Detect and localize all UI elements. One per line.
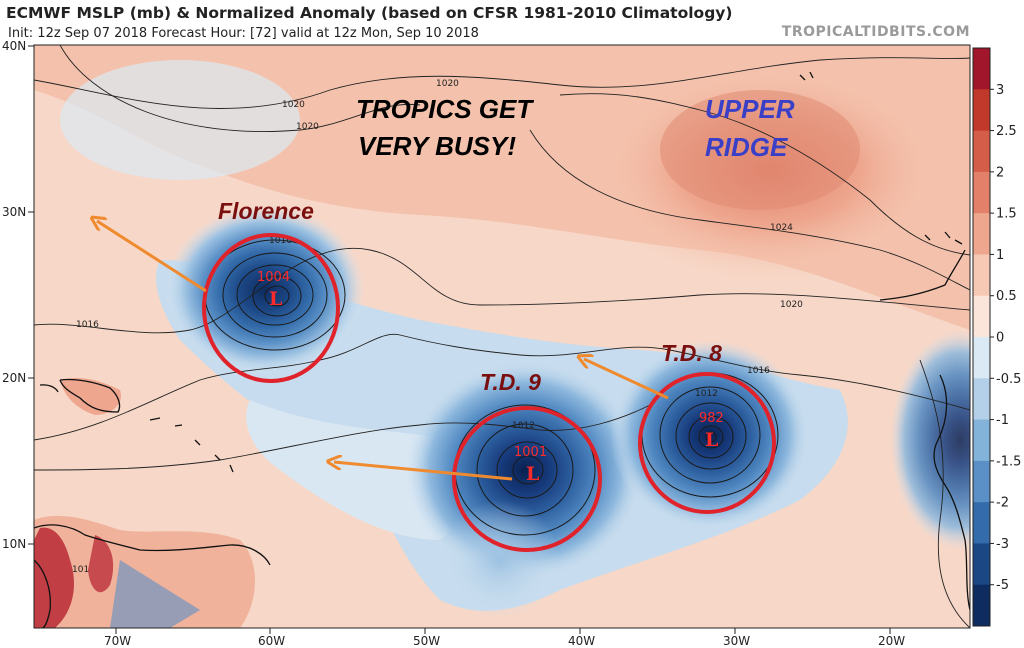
contour-label: 1020 [282,100,305,110]
contour-label: 1020 [436,79,459,89]
colorbar-swatch [973,295,990,338]
colorbar: 3 2.5 2 1.5 1 0.5 0 -0.5 -1 -1.5 -2 -3 -5 [972,47,1021,627]
contour-label: 1016 [747,366,770,376]
lat-label-10n: 10N [2,537,26,551]
pressure-label: 1004 [257,270,290,285]
low-symbol: L [269,288,282,310]
colorbar-label: 0 [996,331,1004,346]
colorbar-label: 2 [996,165,1004,180]
contour-label: 1020 [780,300,803,310]
ridge-line1: UPPER [705,94,795,124]
lat-label-20n: 20N [2,371,26,385]
storm-td8: 982 L [699,411,724,451]
contour-labels: 1020 1020 1020 1016 1016 1016 1012 1012 … [72,79,803,575]
colorbar-label: 3 [996,83,1004,98]
map-title: ECMWF MSLP (mb) & Normalized Anomaly (ba… [6,4,733,22]
td8-arrow [584,359,669,400]
storm-td9: 1001 L [514,445,547,485]
colorbar-swatch [973,213,990,255]
storm-circles [202,233,776,552]
colorbar-label: -1.5 [996,454,1021,469]
colorbar-swatch [973,254,990,297]
colorbar-label: -2 [996,496,1009,511]
lon-label-70w: 70W [104,634,131,648]
colorbar-swatch [973,378,990,421]
colorbar-label: 0.5 [996,289,1017,304]
colorbar-swatch [973,89,990,132]
florence-arrow [97,221,207,293]
lon-label-20w: 20W [878,634,905,648]
isobars [34,45,970,628]
low-symbol: L [526,463,539,485]
coastlines [34,71,970,628]
colorbar-label: 2.5 [996,124,1017,139]
lon-label-40w: 40W [568,634,595,648]
colorbar-swatch [973,130,990,173]
headline-line1: TROPICS GET [356,94,534,124]
map-subtitle: Init: 12z Sep 07 2018 Forecast Hour: [72… [8,26,479,41]
contour-label: 1020 [296,122,319,132]
plot-frame [33,44,971,629]
colorbar-swatch [973,460,990,503]
colorbar-swatch [973,584,990,627]
contour-label: 1012 [695,389,718,399]
ridge-line2: RIDGE [705,132,788,162]
colorbar-label: -1 [996,413,1009,428]
colorbar-swatch [973,171,990,214]
td9-arrow [334,462,513,481]
lat-label-30n: 30N [2,205,26,219]
colorbar-swatch [973,419,990,462]
headline-line2: VERY BUSY! [358,131,516,161]
lon-axis: 70W 60W 50W 40W 30W 20W [104,628,905,648]
pressure-label: 1001 [514,445,547,460]
colorbar-swatch [973,337,990,379]
colorbar-label: -0.5 [996,372,1021,387]
lat-label-40n: 40N [2,39,26,53]
contour-label: 1016 [269,236,292,246]
contour-label: 1016 [76,320,99,330]
colorbar-label: 1 [996,248,1004,263]
low-symbol: L [705,429,718,451]
lat-axis: 40N 30N 20N 10N [2,39,34,551]
florence-circle [202,233,340,383]
td8-label: T.D. 8 [661,340,722,366]
colorbar-label: 1.5 [996,207,1017,222]
lon-label-30w: 30W [723,634,750,648]
anomaly-field [34,45,970,628]
contour-label: 1024 [770,223,793,233]
annotations: TROPICS GET VERY BUSY! UPPER RIDGE Flore… [218,94,795,395]
td9-label: T.D. 9 [480,369,541,395]
colorbar-label: -3 [996,537,1009,552]
colorbar-swatch [973,48,990,90]
contour-label: 1012 [512,421,535,431]
lon-label-50w: 50W [413,634,440,648]
brand-watermark: TROPICALTIDBITS.COM [781,24,970,40]
pressure-label: 982 [699,411,724,426]
contour-label: 101 [72,565,89,575]
td9-circle [452,406,602,552]
florence-label: Florence [218,198,314,224]
colorbar-swatch [973,543,990,586]
motion-arrows [97,221,669,481]
td8-circle [638,372,776,514]
lon-label-60w: 60W [258,634,285,648]
colorbar-swatch [973,502,990,544]
colorbar-label: -5 [996,578,1009,593]
storm-florence: 1004 L [257,270,290,310]
